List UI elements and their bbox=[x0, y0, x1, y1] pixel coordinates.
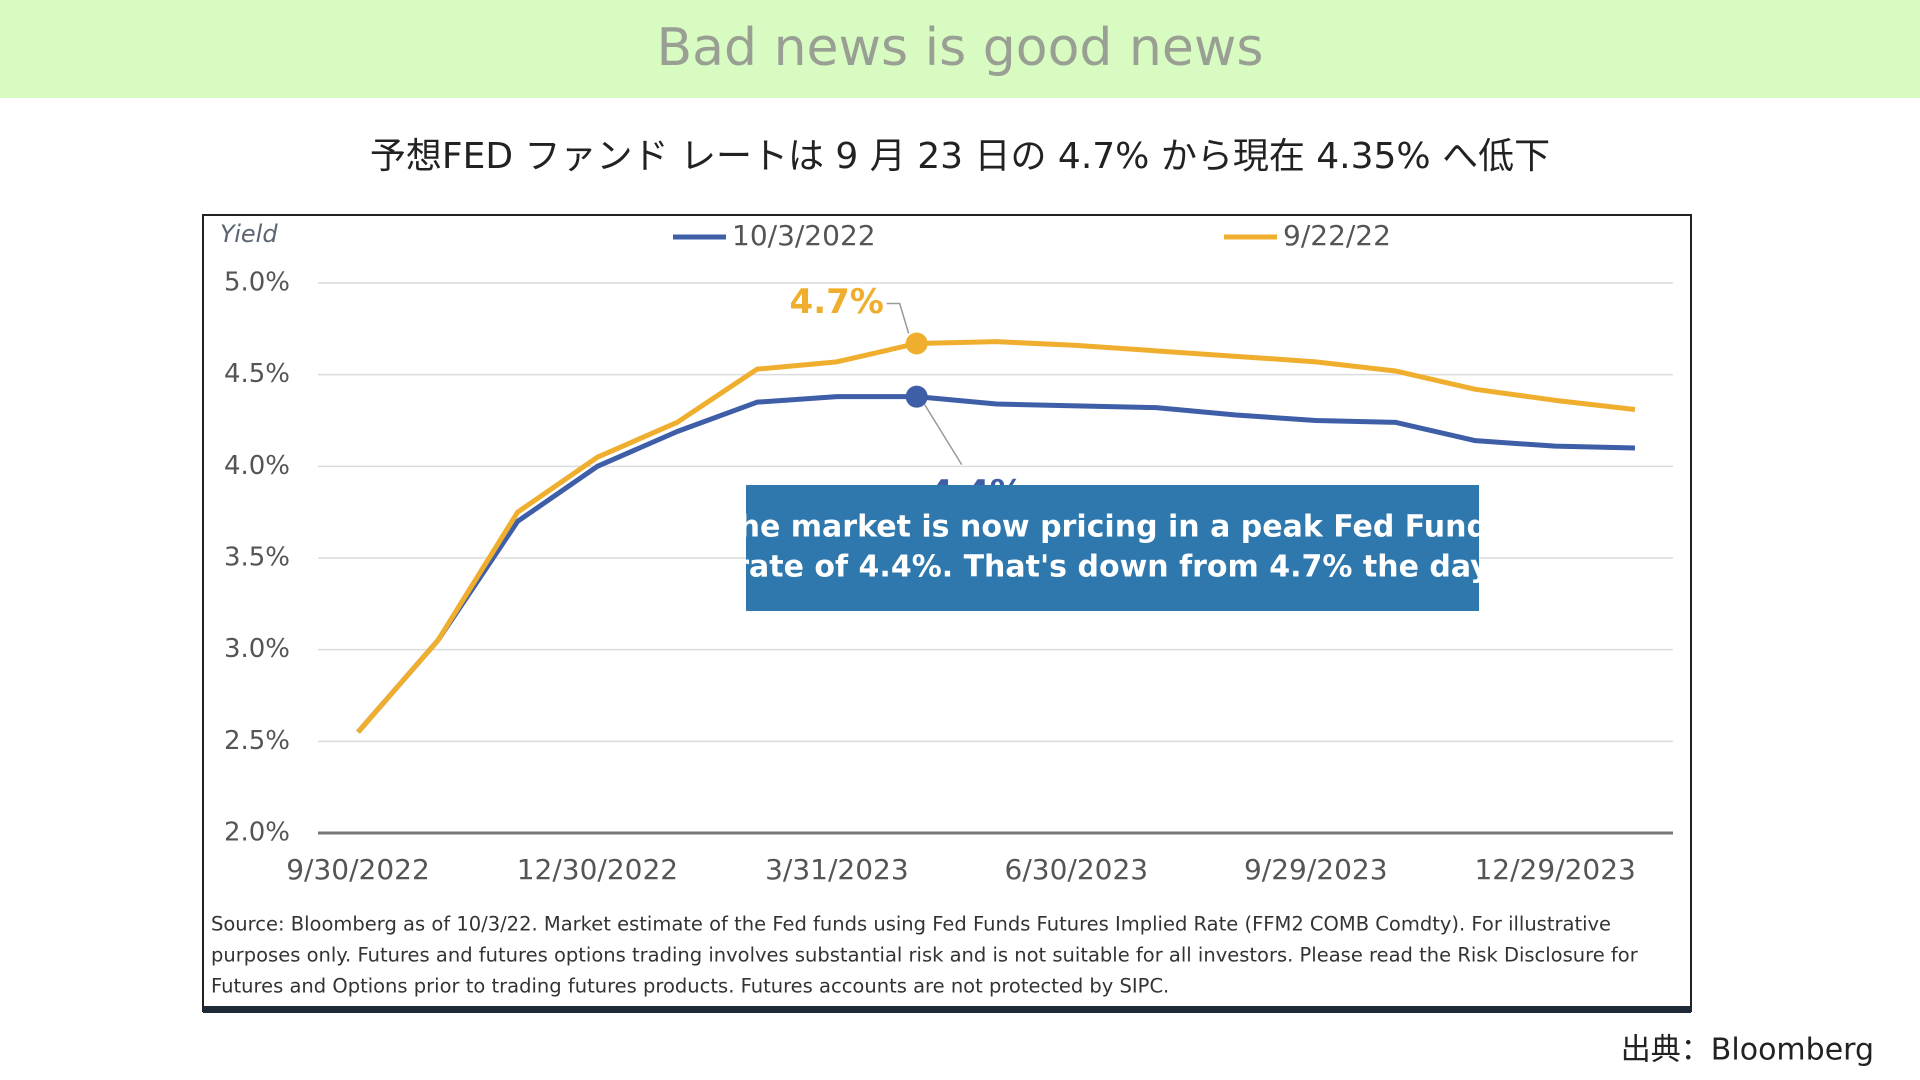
callout-text: The market is now pricing in a peak Fed … bbox=[718, 510, 1506, 545]
leader-line bbox=[924, 404, 963, 466]
y-tick-label: 4.5% bbox=[224, 359, 290, 389]
series-line bbox=[356, 339, 1636, 734]
callout-text: rate of 4.4%. That's down from 4.7% the … bbox=[734, 550, 1490, 585]
legend-label: 9/22/22 bbox=[1283, 219, 1391, 252]
source-note: purposes only. Futures and futures optio… bbox=[211, 944, 1639, 967]
chart-frame bbox=[202, 214, 1692, 1012]
callout-box bbox=[746, 485, 1479, 611]
y-tick-label: 2.5% bbox=[224, 726, 290, 756]
x-tick-label: 12/30/2022 bbox=[517, 853, 678, 886]
source-note: Source: Bloomberg as of 10/3/22. Market … bbox=[211, 913, 1611, 936]
x-tick-label: 12/29/2023 bbox=[1474, 853, 1635, 886]
header-band bbox=[0, 0, 1920, 98]
y-tick-label: 2.0% bbox=[224, 818, 290, 848]
x-tick-label: 9/29/2023 bbox=[1244, 853, 1388, 886]
y-tick-label: 4.0% bbox=[224, 451, 290, 481]
highlight-point bbox=[905, 385, 928, 408]
x-tick-label: 6/30/2023 bbox=[1005, 853, 1149, 886]
legend-label: 10/3/2022 bbox=[732, 219, 876, 252]
frame-bottom-bar bbox=[203, 1006, 1691, 1013]
y-axis-label: Yield bbox=[220, 220, 278, 248]
y-tick-label: 3.5% bbox=[224, 543, 290, 573]
y-tick-label: 3.0% bbox=[224, 634, 290, 664]
slide-title: Bad news is good news bbox=[657, 18, 1264, 78]
y-tick-label: 5.0% bbox=[224, 268, 290, 298]
source-note: Futures and Options prior to trading fut… bbox=[211, 975, 1169, 998]
leader-line bbox=[886, 302, 910, 334]
highlight-point bbox=[905, 332, 928, 355]
x-tick-label: 9/30/2022 bbox=[286, 853, 430, 886]
subtitle: 予想FED ファンド レートは 9 月 23 日の 4.7% から現在 4.35… bbox=[370, 136, 1550, 177]
data-label: 4.7% bbox=[790, 282, 884, 322]
series-line bbox=[356, 394, 1636, 734]
x-tick-label: 3/31/2023 bbox=[765, 853, 909, 886]
source-credit: 出典：Bloomberg bbox=[1621, 1033, 1874, 1068]
